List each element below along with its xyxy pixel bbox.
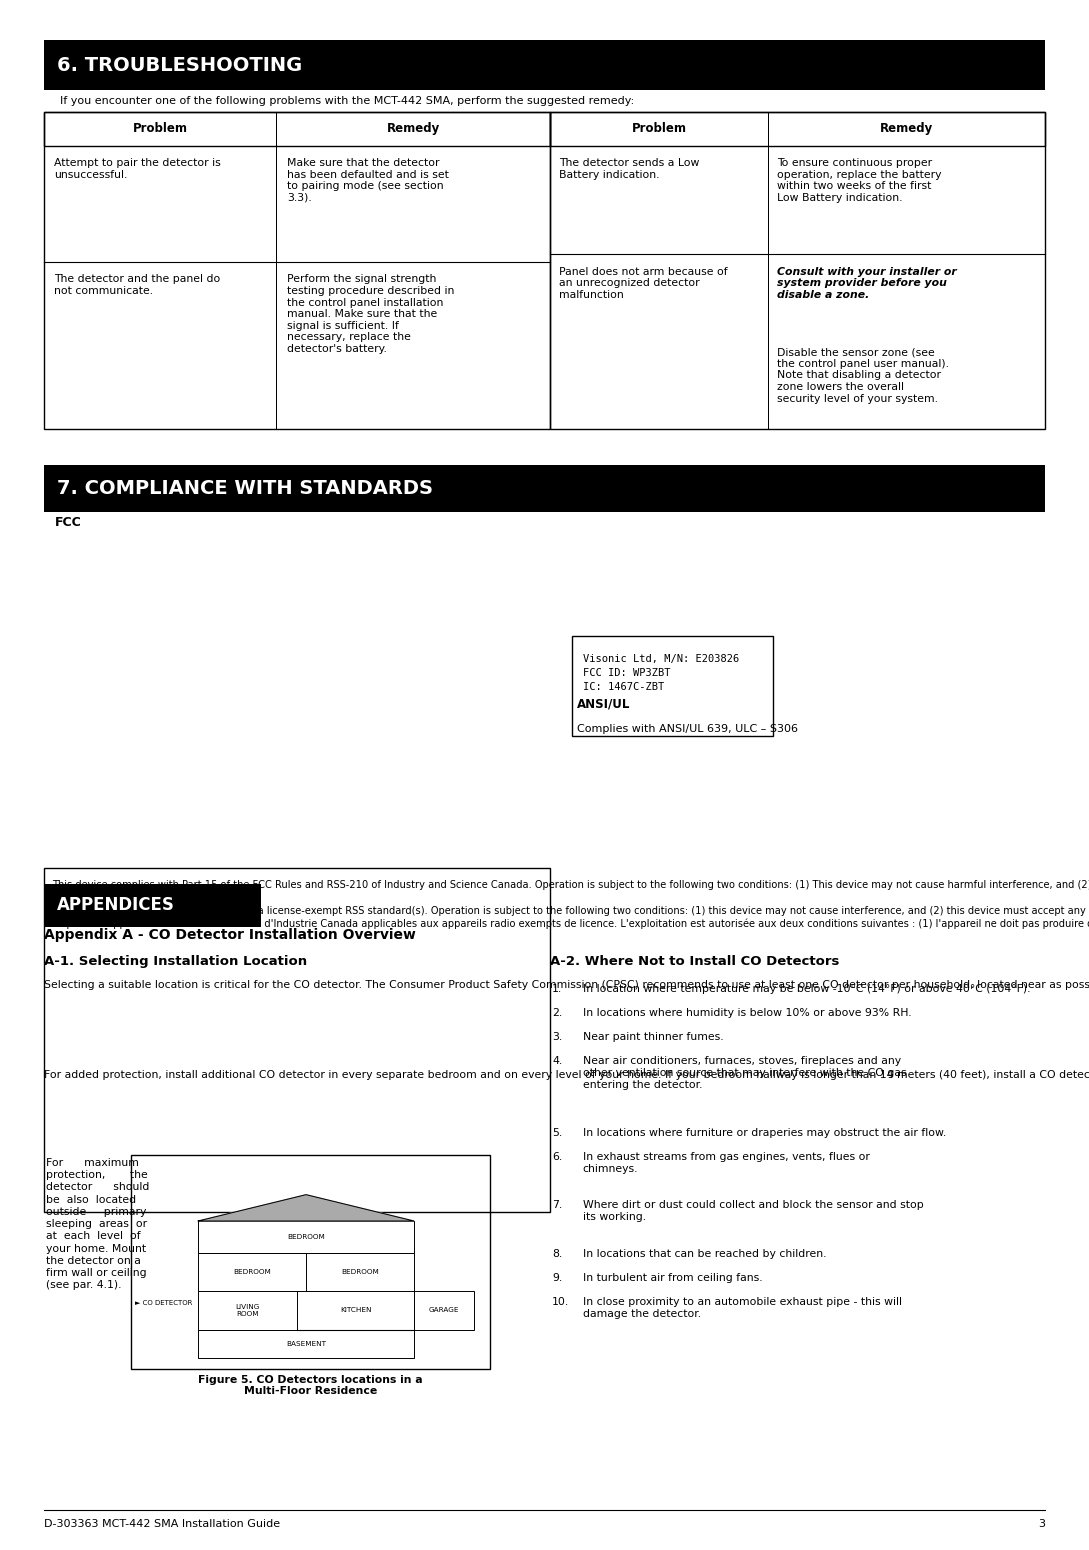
Text: The detector sends a Low
Battery indication.: The detector sends a Low Battery indicat… <box>559 158 699 180</box>
Text: A-2. Where Not to Install CO Detectors: A-2. Where Not to Install CO Detectors <box>550 955 840 967</box>
Bar <box>550 112 1045 146</box>
Text: This device complies with Part 15 of the FCC Rules and RSS-210 of Industry and S: This device complies with Part 15 of the… <box>52 880 1089 930</box>
Bar <box>44 883 261 927</box>
Bar <box>44 465 1045 512</box>
Text: In location where temperature may be below -10°C (14°F) or above 40°C (104°F).: In location where temperature may be bel… <box>583 984 1030 994</box>
Text: In locations where furniture or draperies may obstruct the air flow.: In locations where furniture or draperie… <box>583 1128 946 1138</box>
Text: 7. COMPLIANCE WITH STANDARDS: 7. COMPLIANCE WITH STANDARDS <box>57 479 432 498</box>
Text: Consult with your installer or
system provider before you
disable a zone.: Consult with your installer or system pr… <box>776 267 956 299</box>
Text: 6. TROUBLESHOOTING: 6. TROUBLESHOOTING <box>57 56 302 74</box>
Text: FCC: FCC <box>54 516 82 529</box>
Bar <box>198 1330 414 1358</box>
Bar <box>414 1291 474 1330</box>
Text: In exhaust streams from gas engines, vents, flues or
chimneys.: In exhaust streams from gas engines, ven… <box>583 1153 869 1175</box>
Bar <box>44 868 550 1212</box>
Text: BEDROOM: BEDROOM <box>233 1269 271 1274</box>
Text: 4.: 4. <box>552 1057 562 1066</box>
Text: ANSI/UL: ANSI/UL <box>577 698 631 710</box>
Text: For      maximum
protection,       the
detector      should
be  also  located
ou: For maximum protection, the detector sho… <box>46 1158 149 1290</box>
Text: 8.: 8. <box>552 1249 562 1259</box>
Bar <box>131 1155 490 1369</box>
Text: Near paint thinner fumes.: Near paint thinner fumes. <box>583 1032 723 1042</box>
Text: ► CO DETECTOR: ► CO DETECTOR <box>135 1300 193 1305</box>
Text: D-303363 MCT-442 SMA Installation Guide: D-303363 MCT-442 SMA Installation Guide <box>44 1519 280 1528</box>
Text: In locations that can be reached by children.: In locations that can be reached by chil… <box>583 1249 827 1259</box>
Text: If you encounter one of the following problems with the MCT-442 SMA, perform the: If you encounter one of the following pr… <box>60 96 634 105</box>
Text: Appendix A - CO Detector Installation Overview: Appendix A - CO Detector Installation Ov… <box>44 928 415 942</box>
Bar <box>550 112 1045 429</box>
Text: APPENDICES: APPENDICES <box>57 896 174 914</box>
Text: 5.: 5. <box>552 1128 562 1138</box>
Text: Make sure that the detector
has been defaulted and is set
to pairing mode (see s: Make sure that the detector has been def… <box>287 158 450 203</box>
Text: Visonic Ltd, M/N: E203826
FCC ID: WP3ZBT
IC: 1467C-ZBT: Visonic Ltd, M/N: E203826 FCC ID: WP3ZBT… <box>583 654 738 693</box>
Text: Figure 5. CO Detectors locations in a
Multi-Floor Residence: Figure 5. CO Detectors locations in a Mu… <box>198 1375 423 1397</box>
Text: Near air conditioners, furnaces, stoves, fireplaces and any
other ventilation so: Near air conditioners, furnaces, stoves,… <box>583 1057 906 1090</box>
Text: In turbulent air from ceiling fans.: In turbulent air from ceiling fans. <box>583 1273 762 1282</box>
Text: 6.: 6. <box>552 1153 562 1162</box>
Text: 9.: 9. <box>552 1273 562 1282</box>
Text: For added protection, install additional CO detector in every separate bedroom a: For added protection, install additional… <box>44 1070 1089 1079</box>
Text: Remedy: Remedy <box>880 122 933 135</box>
Bar <box>44 112 550 429</box>
Text: 7.: 7. <box>552 1201 562 1211</box>
Text: In locations where humidity is below 10% or above 93% RH.: In locations where humidity is below 10%… <box>583 1009 911 1018</box>
Text: Problem: Problem <box>632 122 686 135</box>
Text: The detector and the panel do
not communicate.: The detector and the panel do not commun… <box>54 274 221 296</box>
Bar <box>198 1252 414 1291</box>
Polygon shape <box>198 1195 414 1221</box>
Bar <box>198 1221 414 1252</box>
Text: KITCHEN: KITCHEN <box>340 1308 371 1313</box>
Text: 2.: 2. <box>552 1009 562 1018</box>
Text: 3: 3 <box>1039 1519 1045 1528</box>
Bar <box>44 40 1045 90</box>
Text: Problem: Problem <box>133 122 187 135</box>
Bar <box>198 1291 414 1330</box>
Text: Selecting a suitable location is critical for the CO detector. The Consumer Prod: Selecting a suitable location is critica… <box>44 980 1089 989</box>
Text: 1.: 1. <box>552 984 562 994</box>
Text: Attempt to pair the detector is
unsuccessful.: Attempt to pair the detector is unsucces… <box>54 158 221 180</box>
Text: 3.: 3. <box>552 1032 562 1042</box>
Text: A-1. Selecting Installation Location: A-1. Selecting Installation Location <box>44 955 307 967</box>
Text: Remedy: Remedy <box>387 122 440 135</box>
Text: Complies with ANSI/UL 639, ULC – S306: Complies with ANSI/UL 639, ULC – S306 <box>577 724 798 733</box>
Text: LIVING
ROOM: LIVING ROOM <box>235 1304 260 1318</box>
Text: BEDROOM: BEDROOM <box>287 1234 325 1240</box>
Bar <box>572 636 773 736</box>
Text: Perform the signal strength
testing procedure described in
the control panel ins: Perform the signal strength testing proc… <box>287 274 455 353</box>
Text: Disable the sensor zone (see
the control panel user manual).
Note that disabling: Disable the sensor zone (see the control… <box>776 347 949 403</box>
Text: In close proximity to an automobile exhaust pipe - this will
damage the detector: In close proximity to an automobile exha… <box>583 1296 902 1319</box>
Text: 10.: 10. <box>552 1296 570 1307</box>
Text: Where dirt or dust could collect and block the sensor and stop
its working.: Where dirt or dust could collect and blo… <box>583 1201 923 1223</box>
Text: Panel does not arm because of
an unrecognized detector
malfunction: Panel does not arm because of an unrecog… <box>559 267 727 299</box>
Bar <box>44 112 550 146</box>
Text: GARAGE: GARAGE <box>429 1308 460 1313</box>
Text: To ensure continuous proper
operation, replace the battery
within two weeks of t: To ensure continuous proper operation, r… <box>776 158 941 203</box>
Text: BASEMENT: BASEMENT <box>286 1341 326 1347</box>
Text: BEDROOM: BEDROOM <box>341 1269 379 1274</box>
